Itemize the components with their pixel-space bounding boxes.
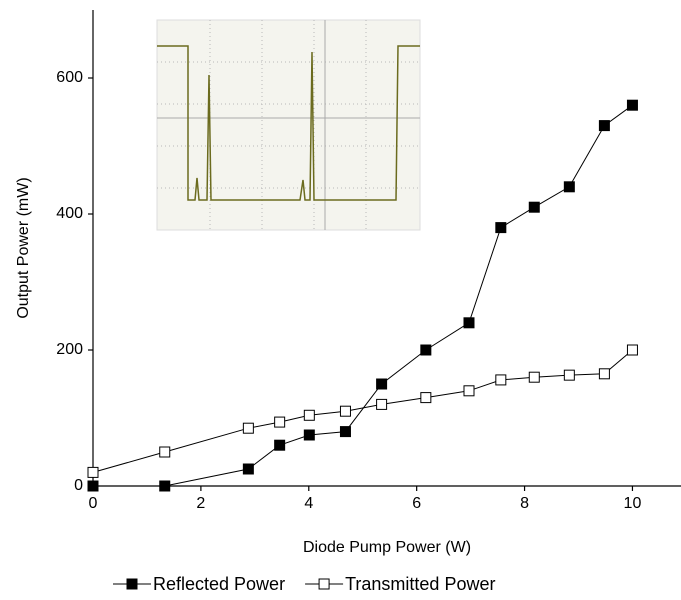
- data-point: [159, 480, 171, 492]
- data-point: [303, 409, 315, 421]
- y-tick-label: 400: [56, 205, 83, 222]
- data-point: [242, 463, 254, 475]
- data-point: [274, 416, 286, 428]
- data-point: [598, 368, 610, 380]
- series-line: [92, 349, 633, 473]
- inset-oscilloscope: [156, 19, 421, 231]
- x-tick-label: 2: [196, 495, 205, 512]
- data-point: [376, 398, 388, 410]
- data-point: [528, 371, 540, 383]
- data-point: [626, 99, 638, 111]
- data-point: [242, 422, 254, 434]
- y-tick-label: 600: [56, 69, 83, 86]
- data-point: [87, 466, 99, 478]
- data-point: [495, 222, 507, 234]
- data-point: [420, 392, 432, 404]
- data-point: [87, 480, 99, 492]
- x-tick-label: 4: [304, 495, 313, 512]
- y-axis-label: Output Power (mW): [15, 177, 32, 318]
- data-point: [339, 405, 351, 417]
- data-point: [563, 369, 575, 381]
- legend-label: Reflected Power: [153, 574, 285, 594]
- x-tick-label: 8: [520, 495, 529, 512]
- data-point: [339, 426, 351, 438]
- data-point: [495, 374, 507, 386]
- x-tick-label: 6: [412, 495, 421, 512]
- data-point: [563, 181, 575, 193]
- data-point: [463, 385, 475, 397]
- data-point: [420, 344, 432, 356]
- data-point: [303, 429, 315, 441]
- data-point: [528, 201, 540, 213]
- x-tick-label: 10: [624, 495, 642, 512]
- data-point: [626, 344, 638, 356]
- legend-marker: [126, 578, 138, 590]
- data-point: [598, 120, 610, 132]
- legend-marker: [318, 578, 330, 590]
- data-point: [159, 446, 171, 458]
- y-tick-label: 0: [74, 477, 83, 494]
- x-axis-label: Diode Pump Power (W): [303, 539, 471, 556]
- x-tick-label: 0: [89, 495, 98, 512]
- data-point: [274, 439, 286, 451]
- data-point: [376, 378, 388, 390]
- data-point: [463, 317, 475, 329]
- y-tick-label: 200: [56, 341, 83, 358]
- legend-label: Transmitted Power: [345, 574, 495, 594]
